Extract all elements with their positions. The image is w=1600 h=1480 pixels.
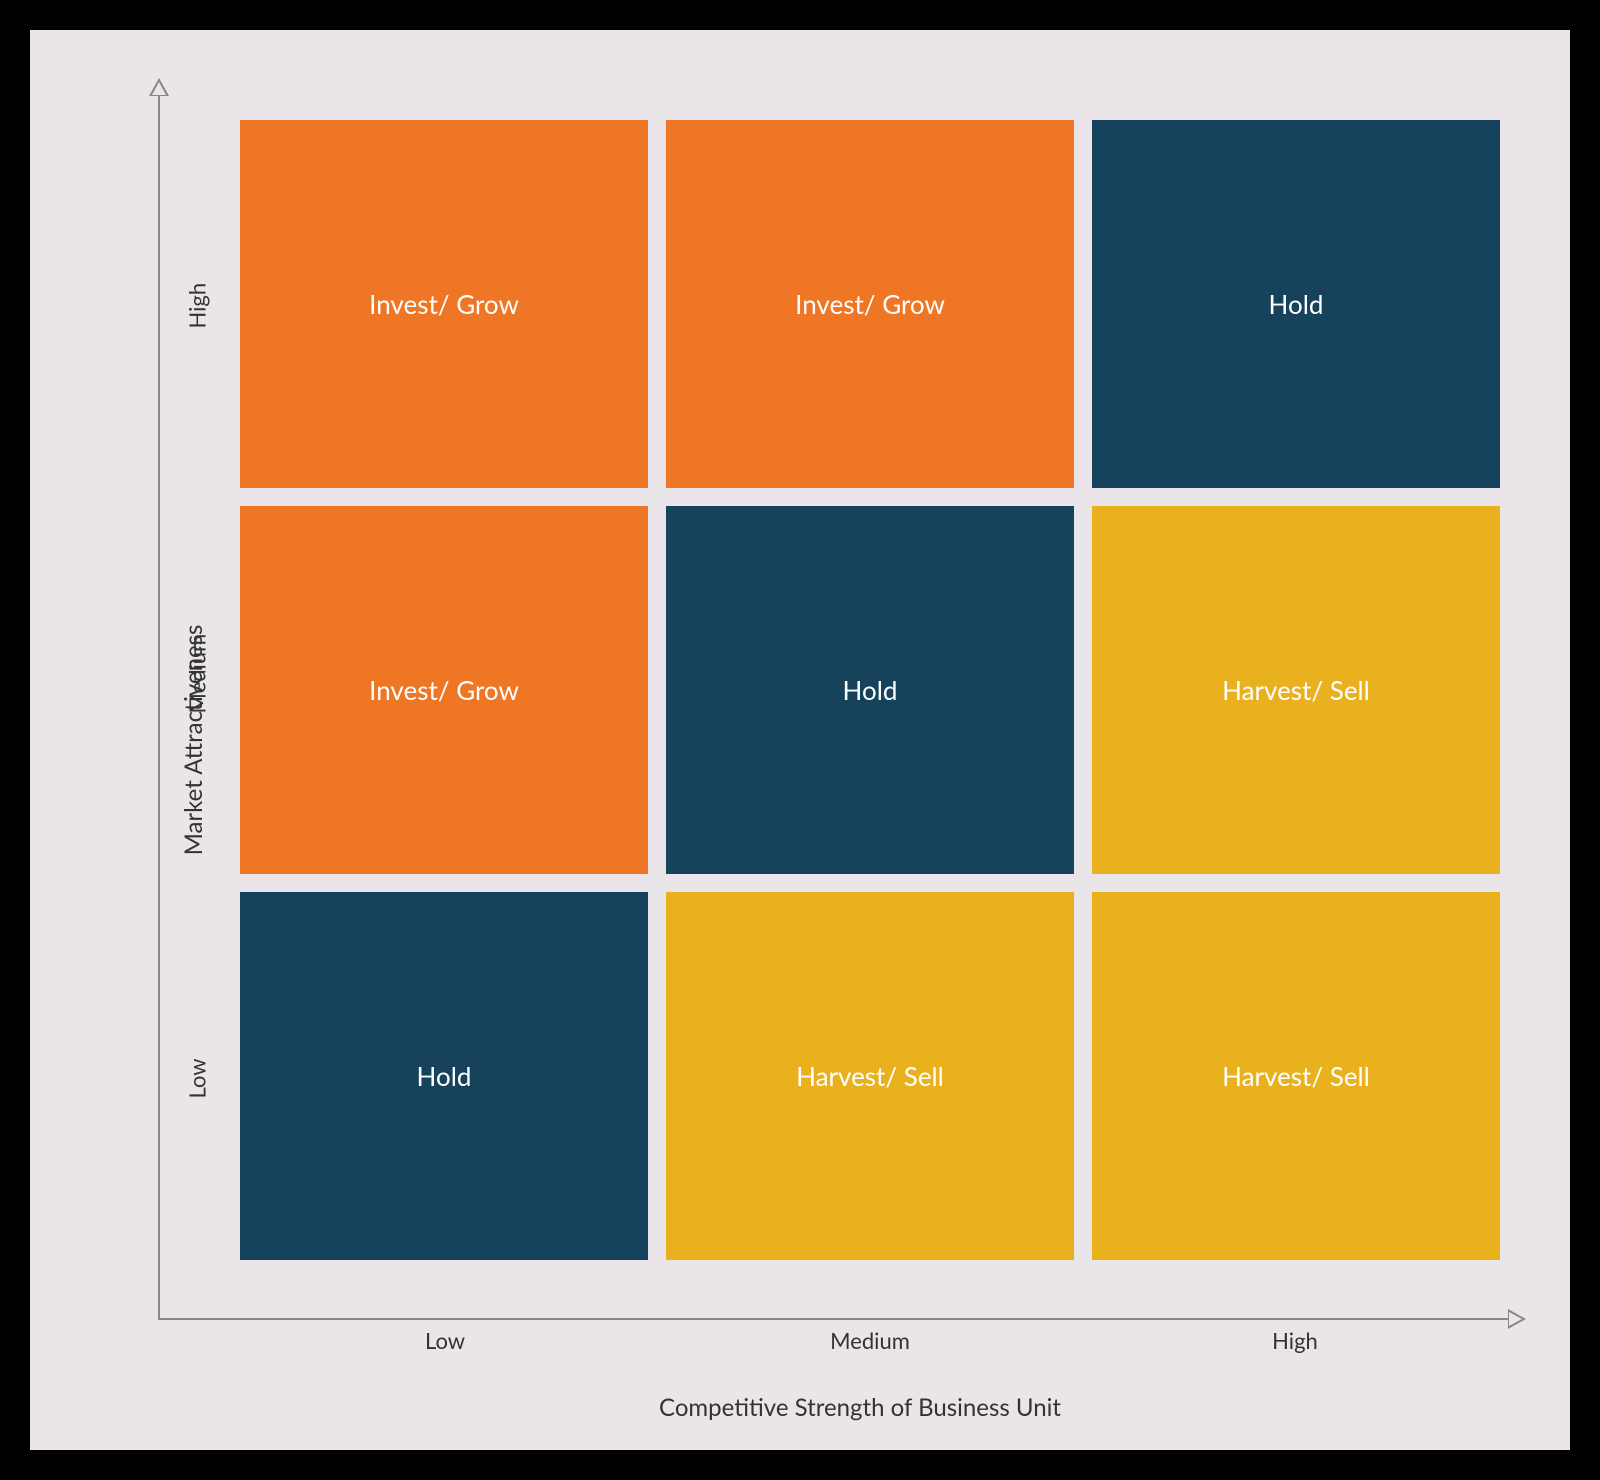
cell-label: Invest/ Grow (369, 674, 519, 706)
x-axis-arrow-icon (1508, 1309, 1526, 1329)
cell-label: Hold (1269, 288, 1324, 320)
cell-r0-c1: Invest/ Grow (666, 120, 1074, 488)
cell-r1-c2: Harvest/ Sell (1092, 506, 1500, 874)
y-axis-arrow-icon (149, 78, 169, 96)
cell-r0-c2: Hold (1092, 120, 1500, 488)
cell-label: Invest/ Grow (369, 288, 519, 320)
cell-label: Invest/ Grow (795, 288, 945, 320)
matrix-frame: Market Attractiveness Competitive Streng… (30, 30, 1570, 1450)
x-tick-low: Low (385, 1327, 505, 1354)
y-tick-high: High (184, 299, 211, 329)
x-tick-medium: Medium (810, 1327, 930, 1354)
x-axis-line (158, 1318, 1510, 1320)
cell-r0-c0: Invest/ Grow (240, 120, 648, 488)
cell-label: Harvest/ Sell (796, 1060, 944, 1092)
x-axis-title: Competitive Strength of Business Unit (30, 1393, 1570, 1422)
y-tick-medium: Medium (184, 684, 211, 714)
cell-r2-c2: Harvest/ Sell (1092, 892, 1500, 1260)
cell-label: Hold (843, 674, 898, 706)
cell-label: Harvest/ Sell (1222, 674, 1370, 706)
cell-label: Harvest/ Sell (1222, 1060, 1370, 1092)
cell-r1-c1: Hold (666, 506, 1074, 874)
y-tick-low: Low (184, 1069, 211, 1099)
matrix-grid: Invest/ Grow Invest/ Grow Hold Invest/ G… (240, 120, 1500, 1260)
cell-r2-c0: Hold (240, 892, 648, 1260)
y-axis-line (158, 92, 160, 1320)
cell-r2-c1: Harvest/ Sell (666, 892, 1074, 1260)
cell-label: Hold (417, 1060, 472, 1092)
x-tick-high: High (1235, 1327, 1355, 1354)
cell-r1-c0: Invest/ Grow (240, 506, 648, 874)
